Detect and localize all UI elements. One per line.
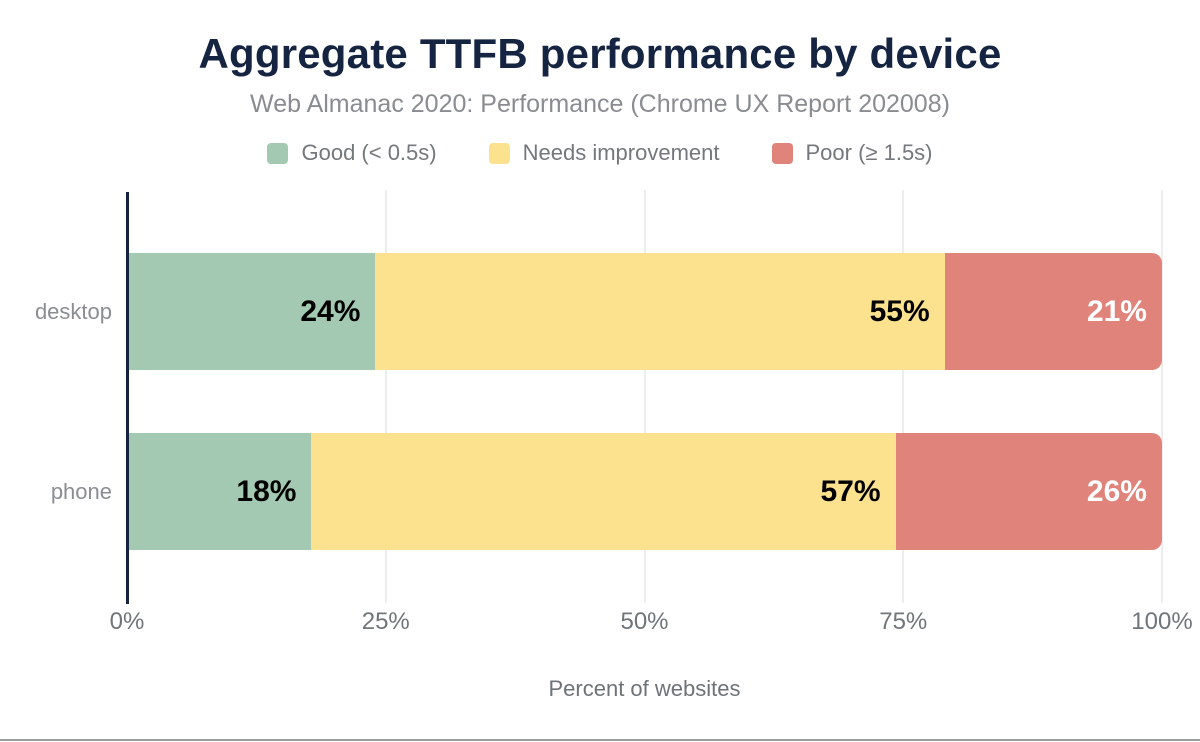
x-tick-50%: 50% <box>620 608 669 635</box>
x-tick-75%: 75% <box>879 608 928 635</box>
y-axis-line <box>126 192 129 604</box>
legend-label: Good (< 0.5s) <box>301 140 437 165</box>
x-tick-25%: 25% <box>361 608 410 635</box>
legend-item-2: Needs improvement <box>488 140 720 166</box>
legend-label: Needs improvement <box>522 140 720 165</box>
chart-subtitle: Web Almanac 2020: Performance (Chrome UX… <box>250 90 950 118</box>
bar-segment-desktop-2[interactable]: 55% <box>375 253 945 370</box>
legend-swatch-icon <box>488 142 510 164</box>
bar-value-label: 21% <box>1086 294 1147 328</box>
gridline-75% <box>902 190 905 603</box>
x-tick-100%: 100% <box>1131 608 1193 635</box>
gridline-50% <box>643 190 646 603</box>
bar-row-phone: 18% 57% 26% <box>127 433 1162 550</box>
bar-segment-desktop-1[interactable]: 24% <box>127 253 376 370</box>
figure-bottom-border <box>0 739 1200 741</box>
chart-legend: Good (< 0.5s) Needs improvement Poor (≥ 1.… <box>0 140 1200 166</box>
bar-row-desktop: 24% 55% 21% <box>127 253 1162 370</box>
legend-swatch-icon <box>267 142 289 164</box>
legend-item-3: Poor (≥ 1.5s) <box>771 140 933 166</box>
x-tick-0%: 0% <box>109 608 145 635</box>
bar-value-label: 57% <box>820 474 881 508</box>
x-axis-title: Percent of websites <box>548 676 741 701</box>
gridline-100% <box>1161 190 1163 603</box>
bar-segment-phone-2[interactable]: 57% <box>311 433 896 550</box>
bar-value-label: 26% <box>1086 474 1147 508</box>
bar-value-label: 24% <box>300 294 361 328</box>
gridline-25% <box>384 190 387 603</box>
legend-swatch-icon <box>771 142 793 164</box>
bar-segment-phone-3[interactable]: 26% <box>895 433 1162 550</box>
category-label-phone: phone <box>50 479 112 504</box>
category-label-desktop: desktop <box>34 299 112 324</box>
legend-label: Poor (≥ 1.5s) <box>805 140 933 165</box>
legend-item-1: Good (< 0.5s) <box>267 140 437 166</box>
bar-segment-phone-1[interactable]: 18% <box>127 433 312 550</box>
bar-value-label: 18% <box>236 474 297 508</box>
chart-title: Aggregate TTFB performance by device <box>198 30 1002 77</box>
bar-segment-desktop-3[interactable]: 21% <box>944 253 1162 370</box>
bar-value-label: 55% <box>869 294 930 328</box>
